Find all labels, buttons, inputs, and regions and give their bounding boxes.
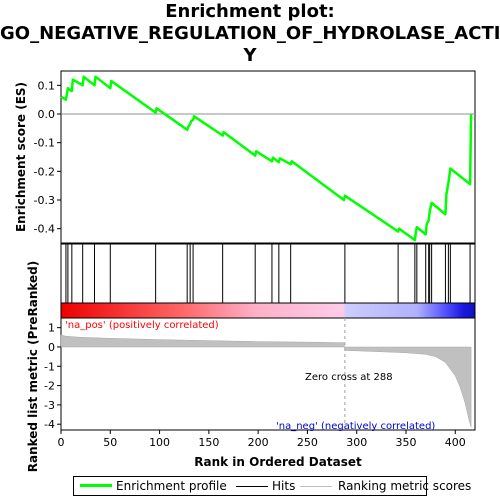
negative-correlation-label: 'na_neg' (negatively correlated) <box>276 421 435 432</box>
ranking-metric-area <box>60 334 472 428</box>
legend-swatch-hits <box>236 486 268 487</box>
zero-cross-label: Zero cross at 288 <box>305 372 393 383</box>
es-ytick-label: -0.4 <box>34 223 55 236</box>
chart-title-line: Enrichment plot: <box>165 1 335 22</box>
metric-ytick-label: 1 <box>48 322 55 335</box>
metric-xtick-label: 0 <box>58 436 65 449</box>
es-panel-frame <box>60 70 476 244</box>
metric-ytick-label: -2 <box>44 380 55 393</box>
legend-label-ranking: Ranking metric scores <box>338 479 472 493</box>
legend-swatch-enrichment <box>80 484 112 487</box>
es-ytick-label: 0.1 <box>38 79 56 92</box>
metric-ytick-label: 0 <box>48 341 55 354</box>
es-ylabel: Enrichment score (ES) <box>14 82 28 232</box>
metric-ytick-label: -1 <box>44 360 55 373</box>
hits-panel-frame <box>60 243 476 304</box>
legend-label-hits: Hits <box>272 479 296 493</box>
es-ytick-label: -0.1 <box>34 137 55 150</box>
es-ytick-label: -0.3 <box>34 194 55 207</box>
chart-title: Enrichment plot: GO_NEGATIVE_REGULATION_O… <box>0 1 500 67</box>
legend-label-enrichment: Enrichment profile <box>116 479 227 493</box>
metric-xtick-label: 400 <box>445 436 466 449</box>
metric-panel-frame <box>60 317 476 431</box>
positive-correlation-label: 'na_pos' (positively correlated) <box>65 320 219 331</box>
es-ytick-label: -0.2 <box>34 165 55 178</box>
metric-xtick-label: 100 <box>149 436 170 449</box>
metric-xtick-label: 350 <box>396 436 417 449</box>
metric-xtick-label: 250 <box>297 436 318 449</box>
chart-title-line: Y <box>243 45 257 66</box>
metric-ytick-label: -4 <box>44 418 55 431</box>
metric-ylabel: Ranked list metric (PreRanked) <box>26 261 40 473</box>
metric-xtick-label: 150 <box>198 436 219 449</box>
metric-ytick-label: -3 <box>44 399 55 412</box>
metric-xtick-label: 200 <box>248 436 269 449</box>
legend: Enrichment profile Hits Ranking metric s… <box>73 476 471 496</box>
legend-swatch-ranking <box>300 486 332 487</box>
metric-xlabel: Rank in Ordered Dataset <box>194 455 362 469</box>
chart-title-line: GO_NEGATIVE_REGULATION_OF_HYDROLASE_ACTI… <box>0 23 500 44</box>
enrichment-profile-line <box>60 75 473 242</box>
metric-xtick-label: 300 <box>346 436 367 449</box>
rank-color-band <box>61 303 475 318</box>
metric-xtick-label: 50 <box>103 436 117 449</box>
es-ytick-label: 0.0 <box>38 108 56 121</box>
